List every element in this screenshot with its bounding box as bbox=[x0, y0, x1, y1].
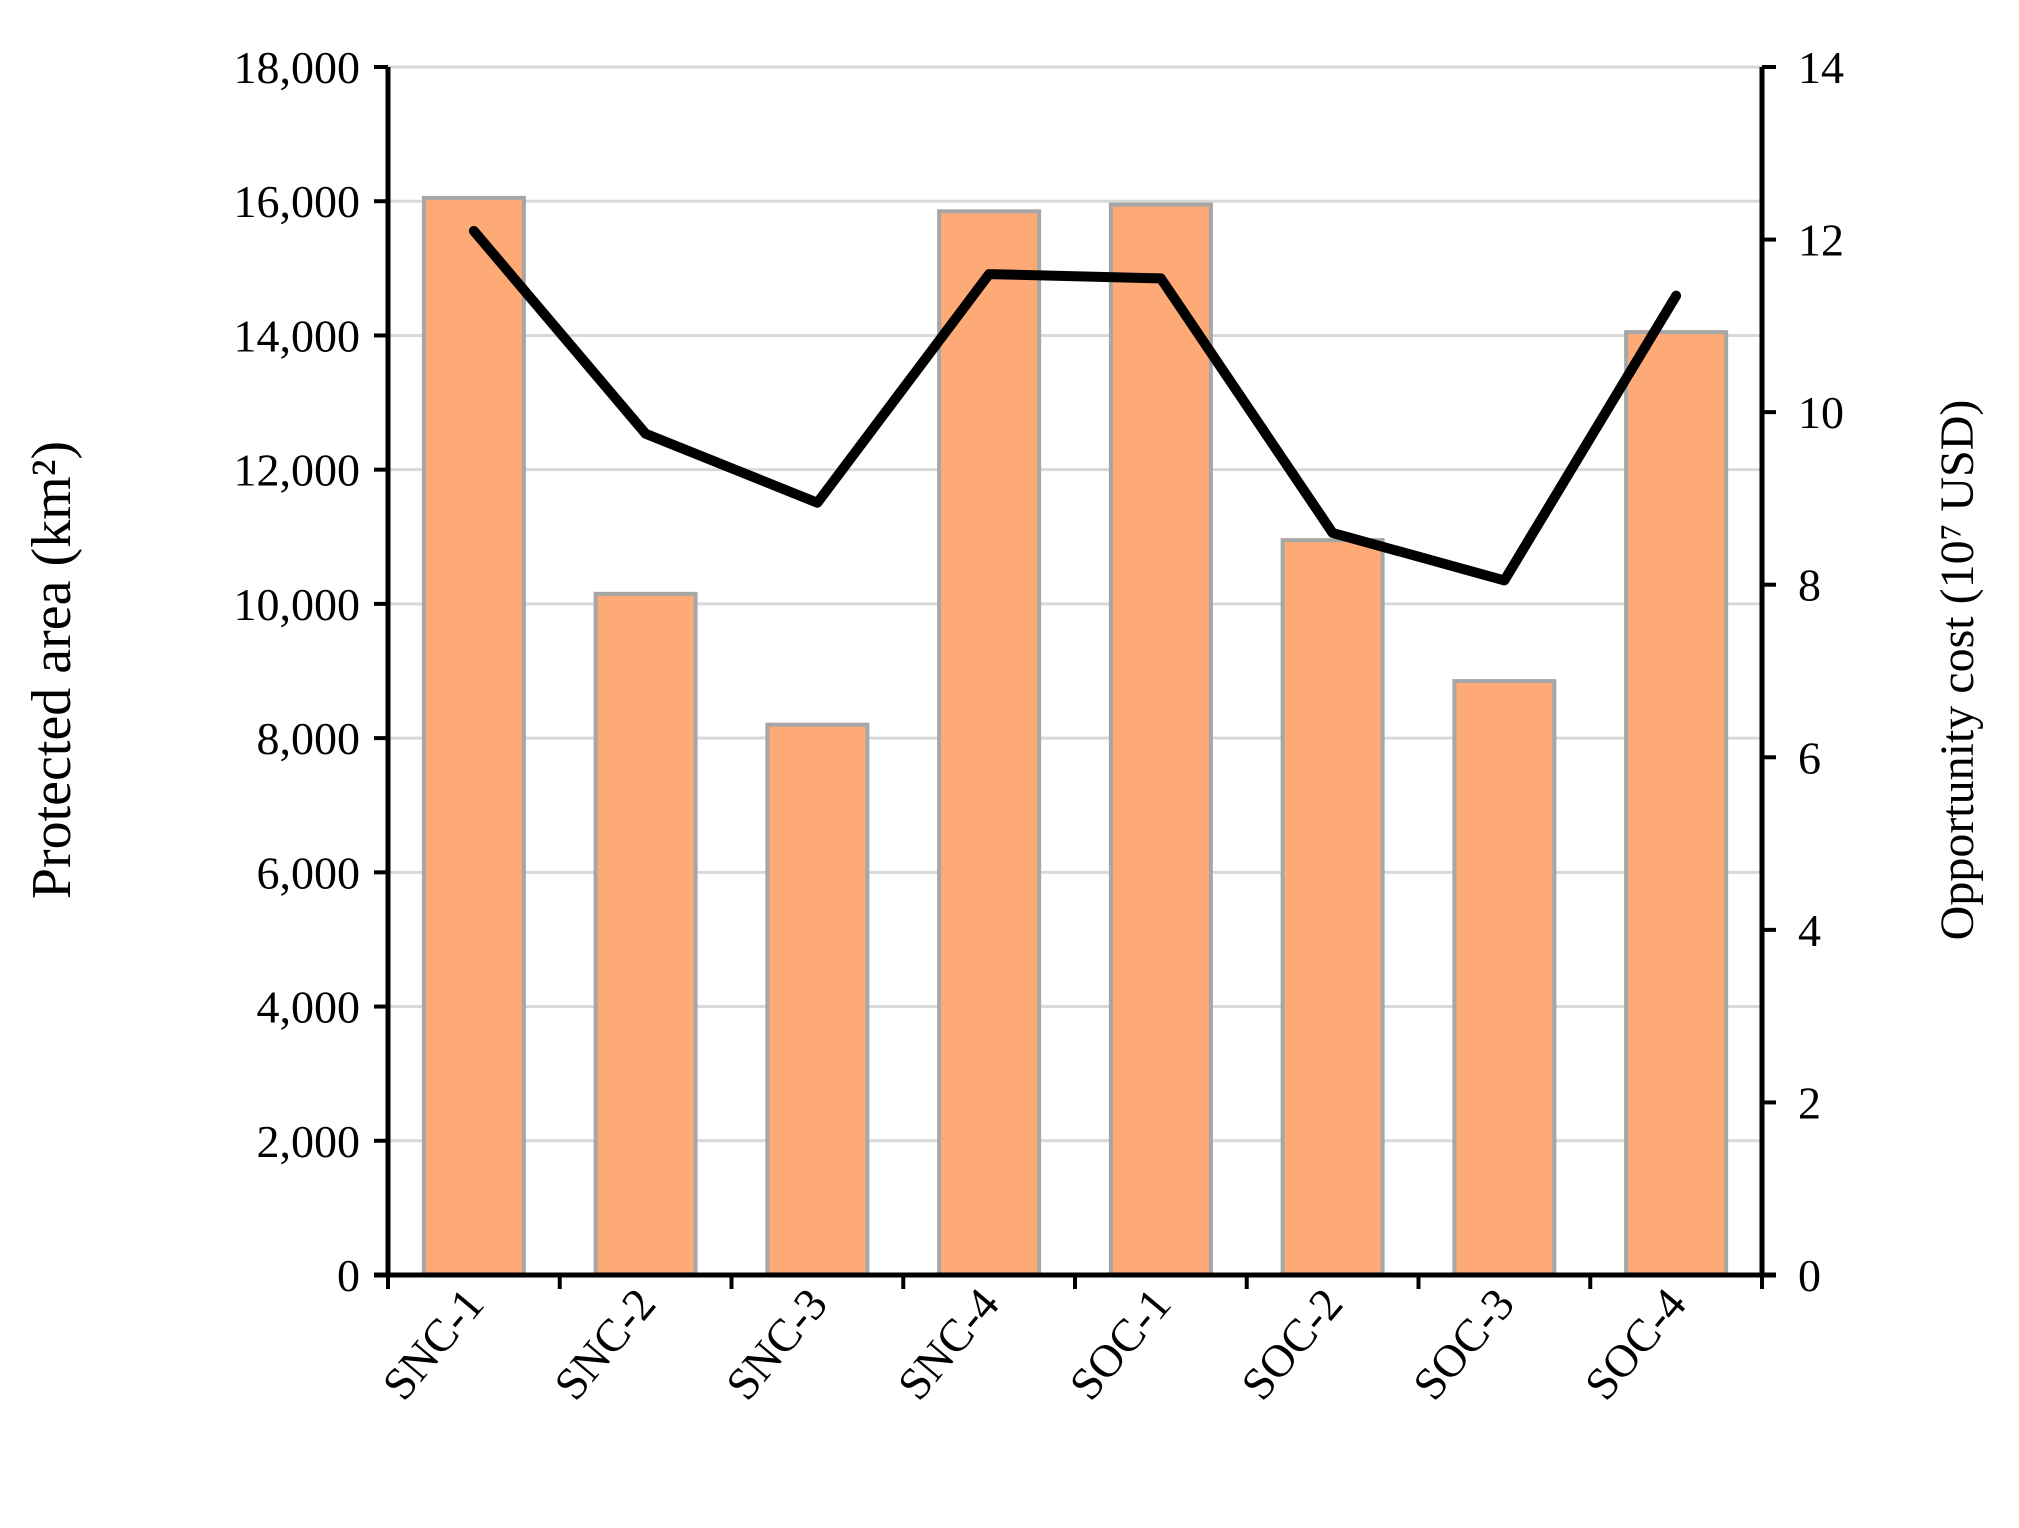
y-axis-title-left: Protected area (km²) bbox=[21, 441, 83, 899]
axes bbox=[374, 65, 1776, 1289]
y-tick-label-right: 12 bbox=[1798, 215, 1844, 266]
y-tick-label-right: 0 bbox=[1798, 1250, 1821, 1301]
x-tick-label: SNC-2 bbox=[544, 1279, 665, 1410]
y-tick-label-left: 16,000 bbox=[234, 176, 361, 227]
x-tick-label: SOC-1 bbox=[1059, 1279, 1180, 1410]
x-tick-label: SNC-4 bbox=[888, 1279, 1009, 1410]
y-tick-label-right: 10 bbox=[1798, 387, 1844, 438]
bar bbox=[1452, 679, 1557, 1277]
cost-line bbox=[468, 225, 1682, 586]
y-tick-label-right: 2 bbox=[1798, 1077, 1821, 1128]
y-tick-label-left: 0 bbox=[337, 1250, 360, 1301]
x-tick-label: SOC-2 bbox=[1231, 1279, 1352, 1410]
bar bbox=[421, 195, 526, 1277]
y-tick-label-left: 12,000 bbox=[234, 445, 361, 496]
bar bbox=[765, 722, 870, 1277]
cost-line-path bbox=[468, 225, 1682, 586]
x-tick-label: SOC-3 bbox=[1403, 1279, 1524, 1410]
x-tick-label: SOC-4 bbox=[1575, 1279, 1696, 1410]
y-tick-label-right: 8 bbox=[1798, 560, 1821, 611]
y-axis-title-right: Opportunity cost (10⁷ USD) bbox=[1931, 400, 1984, 941]
x-tick-label: SNC-3 bbox=[716, 1279, 837, 1410]
y-tick-label-left: 10,000 bbox=[234, 579, 361, 630]
y-tick-label-left: 2,000 bbox=[257, 1116, 361, 1167]
y-tick-label-left: 6,000 bbox=[257, 847, 361, 898]
y-tick-label-left: 18,000 bbox=[234, 42, 361, 93]
bar bbox=[1108, 202, 1213, 1278]
y-tick-label-left: 4,000 bbox=[257, 982, 361, 1033]
y-tick-label-left: 14,000 bbox=[234, 310, 361, 361]
y-tick-label-right: 6 bbox=[1798, 732, 1821, 783]
y-tick-label-right: 14 bbox=[1798, 42, 1844, 93]
bar bbox=[1280, 538, 1385, 1277]
bars bbox=[421, 195, 1729, 1278]
bar bbox=[593, 591, 698, 1277]
y-tick-label-right: 4 bbox=[1798, 905, 1821, 956]
x-tick-label: SNC-1 bbox=[372, 1279, 493, 1410]
y-tick-label-left: 8,000 bbox=[257, 713, 361, 764]
bar bbox=[1624, 330, 1729, 1278]
bar bbox=[937, 209, 1042, 1277]
